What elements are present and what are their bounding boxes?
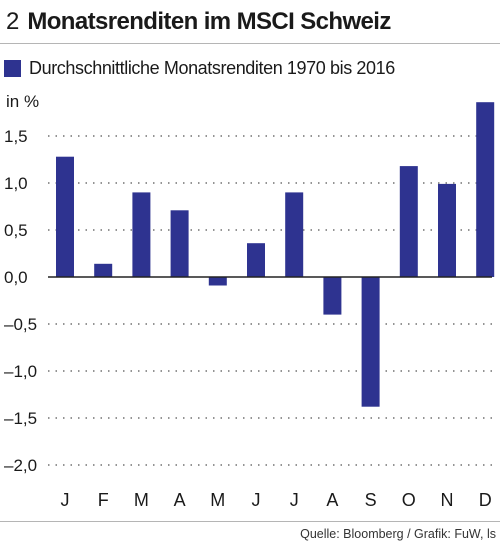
source-note: Quelle: Bloomberg / Grafik: FuW, ls: [300, 527, 496, 541]
y-tick-label: –0,5: [4, 315, 37, 334]
chart-title: Monatsrenditen im MSCI Schweiz: [27, 8, 391, 35]
bar: [438, 183, 456, 277]
bar: [208, 277, 227, 286]
x-tick-label: J: [252, 490, 261, 510]
x-tick-label: F: [98, 490, 109, 510]
x-tick-label: M: [210, 490, 225, 510]
legend: Durchschnittliche Monatsrenditen 1970 bi…: [4, 58, 395, 79]
y-tick-labels: 1,5 1,0 0,5 0,0 –0,5 –1,0 –1,5 –2,0: [4, 127, 37, 475]
bar: [285, 192, 304, 277]
bar: [323, 277, 342, 315]
y-tick-label: –1,5: [4, 409, 37, 428]
header-divider: [0, 43, 500, 44]
gridlines: [48, 135, 492, 466]
figure-number: 2: [6, 8, 20, 35]
bars: [56, 102, 495, 407]
bar: [247, 243, 265, 277]
y-tick-label: 0,0: [4, 268, 28, 287]
y-tick-label: –1,0: [4, 362, 37, 381]
y-tick-label: 0,5: [4, 221, 28, 240]
x-tick-label: J: [290, 490, 299, 510]
bar: [170, 210, 189, 277]
bar: [56, 156, 74, 277]
legend-label: Durchschnittliche Monatsrenditen 1970 bi…: [29, 58, 395, 78]
y-axis-unit-label: in %: [6, 92, 40, 111]
bar: [476, 102, 495, 277]
bar: [94, 263, 113, 277]
bar: [399, 166, 418, 277]
x-tick-label: D: [479, 490, 492, 510]
x-tick-label: A: [326, 490, 338, 510]
x-tick-label: M: [134, 490, 149, 510]
x-tick-label: S: [365, 490, 377, 510]
legend-swatch: [4, 60, 21, 77]
x-tick-label: N: [441, 490, 454, 510]
y-tick-label: 1,0: [4, 174, 28, 193]
footer-divider: [0, 521, 500, 522]
x-tick-label: A: [174, 490, 186, 510]
y-tick-label: –2,0: [4, 456, 37, 475]
x-tick-label: O: [402, 490, 416, 510]
bar: [132, 192, 151, 277]
y-tick-label: 1,5: [4, 127, 28, 146]
chart-header: 2 Monatsrenditen im MSCI Schweiz: [6, 8, 391, 40]
bar: [361, 277, 380, 407]
x-tick-label: J: [61, 490, 70, 510]
